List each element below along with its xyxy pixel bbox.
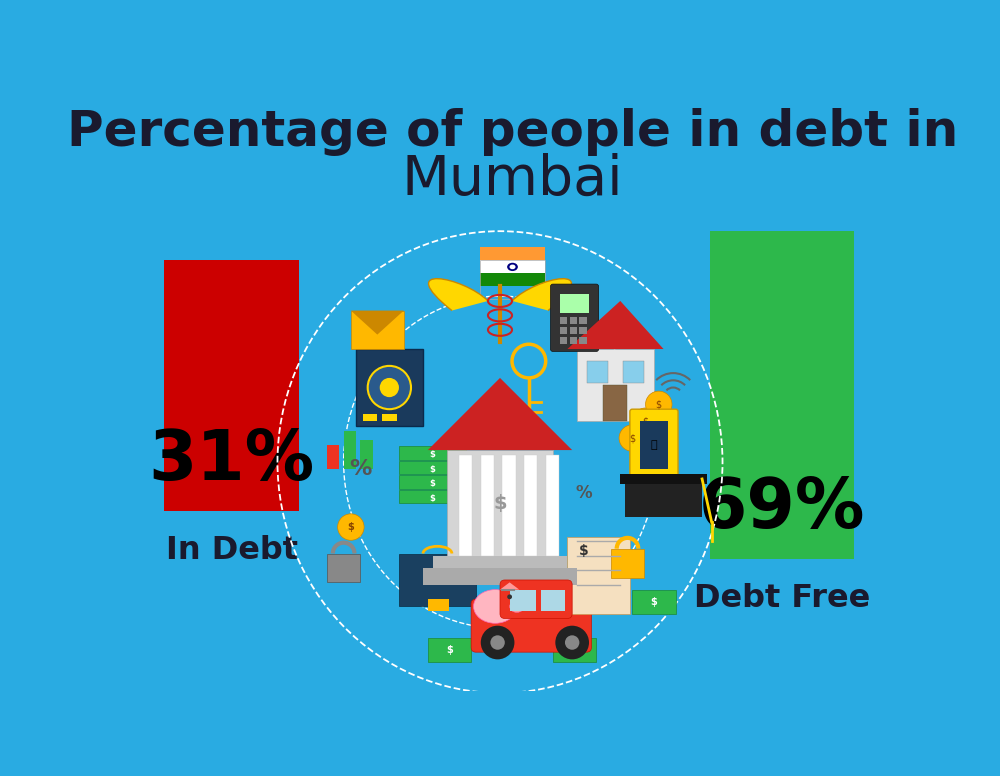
- Circle shape: [507, 263, 518, 271]
- Text: In Debt: In Debt: [166, 535, 298, 566]
- Text: $: $: [446, 645, 453, 655]
- Bar: [447, 450, 553, 559]
- Circle shape: [632, 408, 659, 435]
- Bar: [524, 455, 537, 556]
- Bar: [399, 461, 466, 474]
- Bar: [640, 421, 668, 469]
- Text: 69%: 69%: [699, 475, 865, 542]
- Bar: [356, 349, 423, 426]
- Text: 31%: 31%: [148, 427, 315, 494]
- Bar: [382, 414, 397, 421]
- Polygon shape: [351, 310, 404, 334]
- Bar: [553, 638, 596, 662]
- Bar: [360, 441, 373, 469]
- Polygon shape: [428, 378, 572, 450]
- Text: Percentage of people in debt in: Percentage of people in debt in: [67, 108, 958, 156]
- Bar: [428, 638, 471, 662]
- Text: Debt Free: Debt Free: [694, 583, 870, 614]
- Bar: [570, 327, 577, 334]
- Text: $: $: [430, 494, 436, 503]
- Bar: [579, 327, 587, 334]
- Bar: [327, 553, 360, 582]
- Circle shape: [490, 636, 505, 650]
- Circle shape: [619, 424, 646, 452]
- Text: $: $: [651, 597, 657, 607]
- Text: $: $: [656, 400, 662, 410]
- Bar: [480, 261, 545, 273]
- PathPatch shape: [429, 279, 488, 310]
- Bar: [570, 317, 577, 324]
- Bar: [480, 273, 545, 286]
- Bar: [399, 553, 476, 607]
- Bar: [603, 385, 627, 421]
- Text: %: %: [576, 484, 593, 502]
- Bar: [399, 446, 466, 459]
- Bar: [344, 431, 356, 469]
- Bar: [480, 248, 545, 261]
- Text: $: $: [579, 544, 589, 558]
- Text: $: $: [571, 645, 578, 655]
- Bar: [541, 590, 565, 611]
- Bar: [560, 327, 567, 334]
- Bar: [327, 445, 339, 469]
- Bar: [433, 556, 567, 570]
- Bar: [570, 337, 577, 345]
- Bar: [428, 599, 449, 611]
- Ellipse shape: [474, 590, 517, 623]
- FancyBboxPatch shape: [500, 580, 572, 618]
- Bar: [560, 317, 567, 324]
- Bar: [363, 414, 377, 421]
- Text: $: $: [642, 416, 649, 426]
- Circle shape: [646, 391, 672, 417]
- Polygon shape: [567, 301, 664, 349]
- Text: 🏛: 🏛: [651, 440, 657, 450]
- Bar: [399, 476, 466, 489]
- Bar: [567, 537, 630, 614]
- Circle shape: [509, 265, 516, 269]
- Ellipse shape: [510, 601, 524, 612]
- Bar: [611, 549, 644, 577]
- Bar: [577, 349, 654, 421]
- Bar: [579, 317, 587, 324]
- FancyBboxPatch shape: [630, 409, 678, 481]
- Bar: [164, 261, 299, 511]
- Bar: [560, 294, 589, 313]
- Bar: [623, 361, 644, 383]
- Bar: [587, 361, 608, 383]
- Bar: [480, 261, 545, 300]
- Circle shape: [565, 636, 579, 650]
- Bar: [399, 490, 466, 503]
- Polygon shape: [620, 474, 707, 483]
- Polygon shape: [500, 582, 519, 590]
- Bar: [579, 337, 587, 345]
- Circle shape: [338, 514, 364, 540]
- Bar: [351, 310, 404, 349]
- Circle shape: [555, 625, 589, 660]
- Circle shape: [507, 594, 512, 599]
- Text: $: $: [347, 522, 354, 532]
- Circle shape: [481, 625, 514, 660]
- Bar: [423, 568, 577, 585]
- FancyBboxPatch shape: [551, 284, 599, 352]
- Bar: [710, 230, 854, 559]
- FancyBboxPatch shape: [471, 599, 591, 652]
- Bar: [481, 455, 494, 556]
- Bar: [459, 455, 472, 556]
- Circle shape: [380, 378, 399, 397]
- Text: Mumbai: Mumbai: [402, 153, 623, 206]
- PathPatch shape: [512, 279, 571, 310]
- Bar: [546, 455, 559, 556]
- Bar: [560, 337, 567, 345]
- Circle shape: [368, 366, 411, 409]
- Text: %: %: [349, 459, 372, 480]
- Bar: [625, 483, 702, 518]
- Text: $: $: [430, 480, 436, 488]
- Bar: [510, 590, 536, 611]
- Text: $: $: [430, 465, 436, 474]
- Bar: [502, 455, 516, 556]
- Text: $: $: [629, 433, 635, 443]
- Bar: [632, 590, 676, 614]
- Text: $: $: [493, 494, 507, 512]
- Text: $: $: [430, 450, 436, 459]
